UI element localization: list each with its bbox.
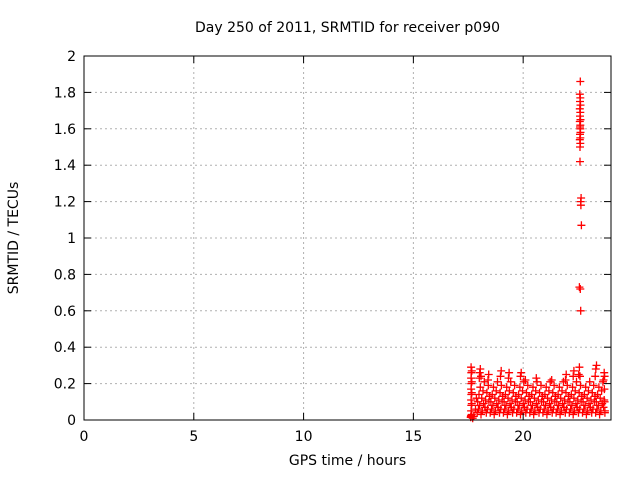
y-tick-label: 1: [67, 231, 76, 247]
chart-title: Day 250 of 2011, SRMTID for receiver p09…: [194, 20, 501, 36]
x-tick-label: 15: [404, 429, 422, 445]
y-tick-label: 0.2: [54, 377, 76, 393]
x-tick-label: 20: [514, 429, 532, 445]
x-axis-label: GPS time / hours: [288, 453, 407, 469]
scatter-points: [466, 77, 609, 423]
y-tick-label: 1.4: [54, 158, 76, 174]
y-tick-label: 1.6: [54, 122, 76, 138]
y-tick-label: 0.6: [54, 304, 76, 320]
y-tick-label: 1.8: [54, 85, 76, 101]
x-tick-label: 10: [295, 429, 313, 445]
y-tick-label: 1.2: [54, 195, 76, 211]
y-tick-label: 0.8: [54, 267, 76, 283]
x-tick-label: 5: [189, 429, 198, 445]
y-tick-label: 2: [67, 49, 76, 65]
x-tick-label: 0: [80, 429, 89, 445]
grid-lines: [85, 57, 610, 419]
tick-labels: 0 5 10 15 20 0 0.2 0.4 0.6 0.8 1 1.2 1.4 1.6 1.8 2: [54, 49, 532, 445]
axes: [83, 55, 612, 421]
data-series-markers: [466, 77, 609, 423]
y-tick-label: 0: [67, 413, 76, 429]
y-tick-label: 0.4: [54, 340, 76, 356]
